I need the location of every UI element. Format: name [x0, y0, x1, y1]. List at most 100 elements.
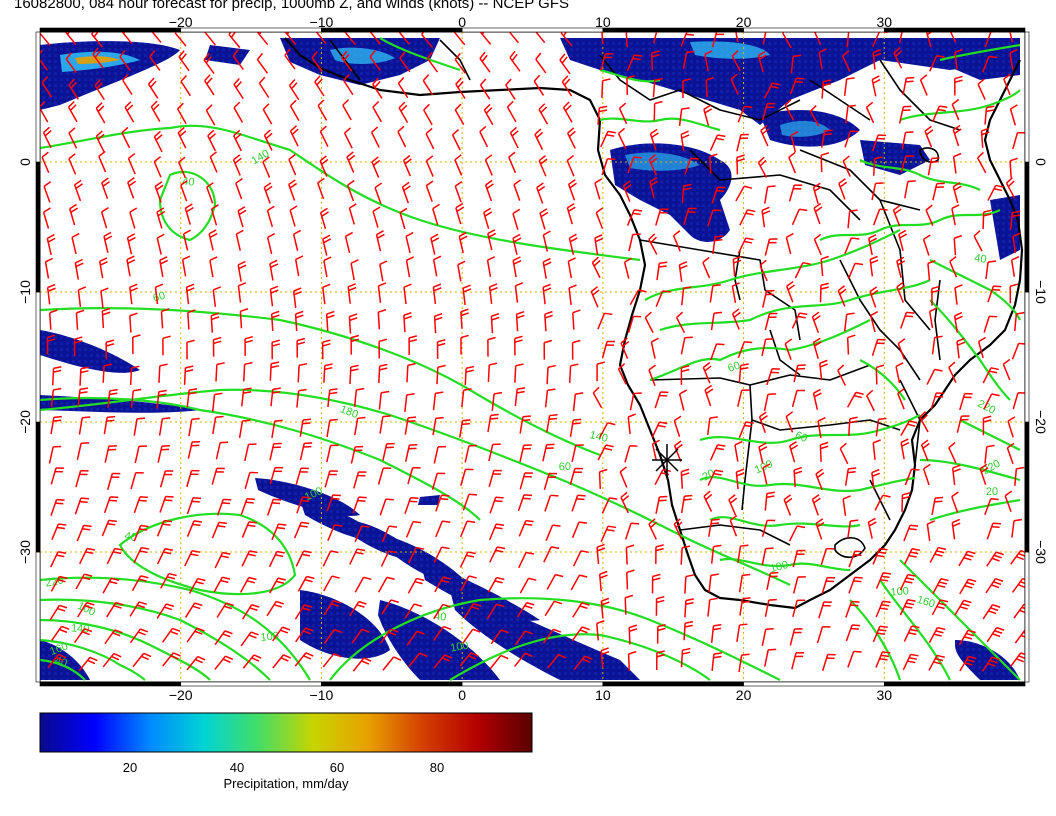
wind-barb-icon [761, 628, 774, 647]
wind-barb-icon [433, 445, 447, 464]
wind-barb-icon [317, 177, 325, 200]
wind-barb-icon [354, 416, 366, 436]
wind-barb-icon [684, 598, 694, 618]
wind-barb-icon [954, 284, 963, 305]
wind-barb-icon [731, 50, 741, 72]
wind-barb-icon [311, 51, 323, 73]
wind-barb-icon [160, 572, 177, 589]
wind-barb-icon [869, 255, 879, 277]
wind-barb-icon [402, 154, 412, 177]
contour-label: 160 [915, 594, 936, 611]
wind-barb-icon [129, 207, 138, 229]
wind-barb-icon [126, 233, 136, 255]
wind-barb-icon [295, 627, 314, 643]
colorbar-tick-40: 40 [229, 760, 245, 775]
wind-barb-icon [953, 234, 963, 256]
wind-barb-icon [512, 208, 521, 230]
wind-barb-icon [764, 238, 778, 256]
wind-barb-icon [872, 156, 883, 176]
wind-barb-icon [209, 151, 218, 173]
wind-barb-icon [71, 232, 80, 255]
wind-barb-icon [707, 209, 721, 227]
wind-barb-icon [78, 416, 91, 435]
wind-barb-icon [871, 468, 881, 490]
lon-tick-top: 30 [876, 14, 892, 30]
wind-barb-icon [434, 576, 452, 593]
wind-barb-icon [48, 309, 58, 330]
wind-barb-icon [95, 102, 106, 124]
wind-barb-icon [925, 204, 934, 227]
wind-barb-icon [904, 180, 916, 199]
wind-barb-icon [432, 283, 442, 305]
wind-barb-icon [617, 127, 627, 150]
wind-barb-icon [102, 652, 122, 668]
wind-barb-icon [868, 234, 877, 256]
wind-barb-icon [924, 125, 934, 148]
contour-label: 60 [726, 359, 741, 374]
wind-barb-icon [102, 577, 120, 594]
wind-barb-icon [919, 74, 928, 96]
wind-barb-icon [735, 468, 745, 490]
wind-barb-icon [119, 49, 131, 71]
wind-barb-icon [981, 656, 1000, 672]
wind-barb-icon [271, 523, 287, 541]
wind-barb-icon [42, 126, 52, 149]
wind-barb-icon [764, 648, 777, 667]
wind-barb-icon [1009, 104, 1018, 126]
wind-barb-icon [463, 602, 482, 619]
wind-barb-icon [460, 575, 477, 592]
wind-barb-icon [132, 334, 141, 355]
wind-barb-icon [680, 468, 690, 489]
wind-barb-icon [951, 464, 961, 486]
wind-barb-icon [323, 575, 340, 592]
wind-barb-icon [292, 287, 302, 308]
wind-barb-icon [77, 286, 87, 307]
wind-barb-icon [903, 625, 920, 642]
wind-barb-icon [75, 309, 85, 330]
wind-barb-icon [927, 259, 936, 281]
contour-label: 100 [769, 559, 790, 575]
wind-barb-icon [597, 312, 613, 330]
contour-label: 40 [974, 252, 988, 266]
frame-segment-right [1024, 291, 1030, 423]
wind-barb-icon [103, 231, 113, 253]
wind-barb-icon [401, 181, 411, 204]
wind-barb-icon [598, 422, 616, 439]
wind-barb-icon [546, 573, 564, 590]
wind-barb-icon [319, 125, 329, 148]
wind-barb-icon [244, 471, 258, 490]
wind-barb-icon [149, 50, 161, 71]
wind-barb-icon [433, 312, 443, 334]
wind-barb-icon [704, 50, 713, 72]
wind-barb-icon [821, 79, 832, 99]
wind-barb-icon [243, 361, 253, 382]
wind-barb-icon [600, 130, 616, 148]
wind-barb-icon [1009, 48, 1018, 70]
wind-barb-icon [982, 415, 992, 436]
wind-barb-icon [133, 546, 150, 564]
wind-barb-icon [41, 76, 53, 98]
wind-barb-icon [651, 439, 661, 461]
colorbar-tick-60: 60 [329, 760, 345, 775]
wind-barb-icon [41, 151, 50, 174]
wind-barb-icon [737, 544, 749, 564]
wind-barb-icon [73, 336, 83, 357]
wind-barb-icon [1011, 342, 1025, 360]
wind-barb-icon [898, 229, 908, 251]
wind-barb-icon [212, 415, 224, 435]
wind-barb-icon [710, 544, 722, 564]
wind-barb-icon [738, 653, 750, 673]
wind-barb-icon [656, 261, 668, 281]
wind-barb-icon [490, 629, 509, 645]
frame-segment-top [39, 27, 182, 33]
wind-barb-icon [566, 154, 575, 177]
wind-barb-icon [813, 233, 822, 256]
wind-barb-icon [925, 32, 933, 48]
wind-barb-icon [948, 361, 957, 384]
wind-barb-icon [43, 181, 52, 203]
contour-label: 20 [986, 486, 998, 498]
wind-barb-icon [431, 472, 446, 490]
wind-barb-icon [294, 652, 314, 667]
wind-barb-icon [792, 599, 806, 618]
